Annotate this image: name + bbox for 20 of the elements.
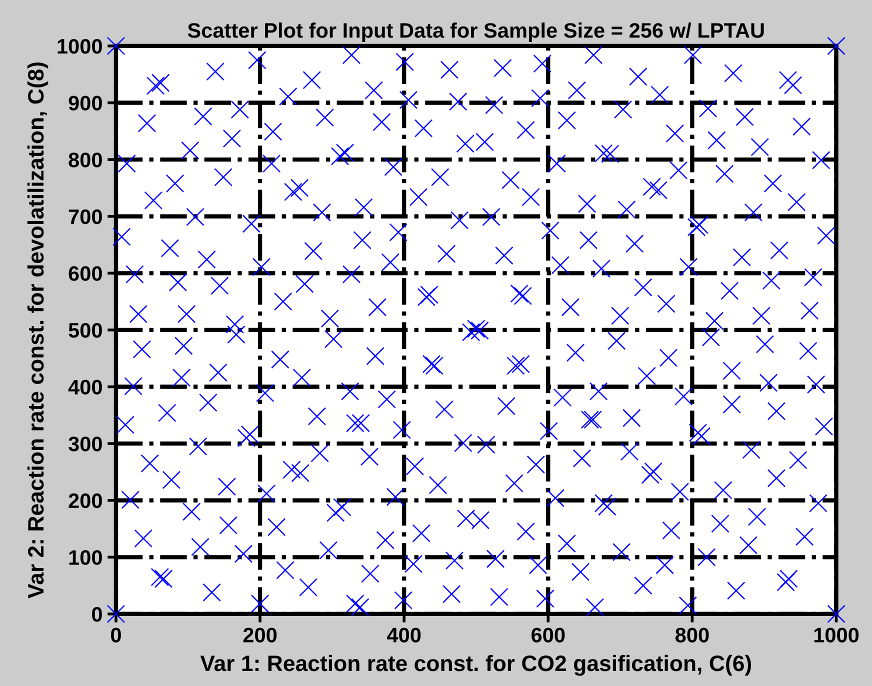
y-tick-label: 200 [68, 493, 102, 508]
y-axis-title: Var 2: Reaction rate const. for devolatilization, C(8) [27, 62, 48, 598]
y-tick-label: 400 [68, 380, 102, 395]
x-tick-label: 1000 [814, 628, 859, 642]
y-tick-label: 900 [68, 96, 102, 111]
y-tick-label: 600 [68, 266, 102, 281]
x-tick-label: 600 [532, 628, 565, 642]
x-tick-label: 400 [387, 628, 421, 642]
y-tick-label: 800 [68, 152, 102, 168]
y-tick-label: 0 [92, 606, 102, 622]
x-tick-label: 0 [111, 628, 121, 642]
y-tick-label: 700 [68, 209, 102, 224]
x-axis-title: Var 1: Reaction rate const. for CO2 gasification, C(6) [200, 654, 752, 676]
chart-title: Scatter Plot for Input Data for Sample Size = 256 w/ LPTAU [188, 22, 764, 42]
y-tick-label: 1000 [58, 38, 102, 54]
x-tick-label: 200 [243, 628, 277, 642]
x-tick-label: 800 [675, 628, 709, 642]
y-tick-label: 500 [68, 322, 102, 338]
y-tick-label: 100 [69, 550, 102, 565]
y-tick-label: 300 [68, 436, 102, 452]
